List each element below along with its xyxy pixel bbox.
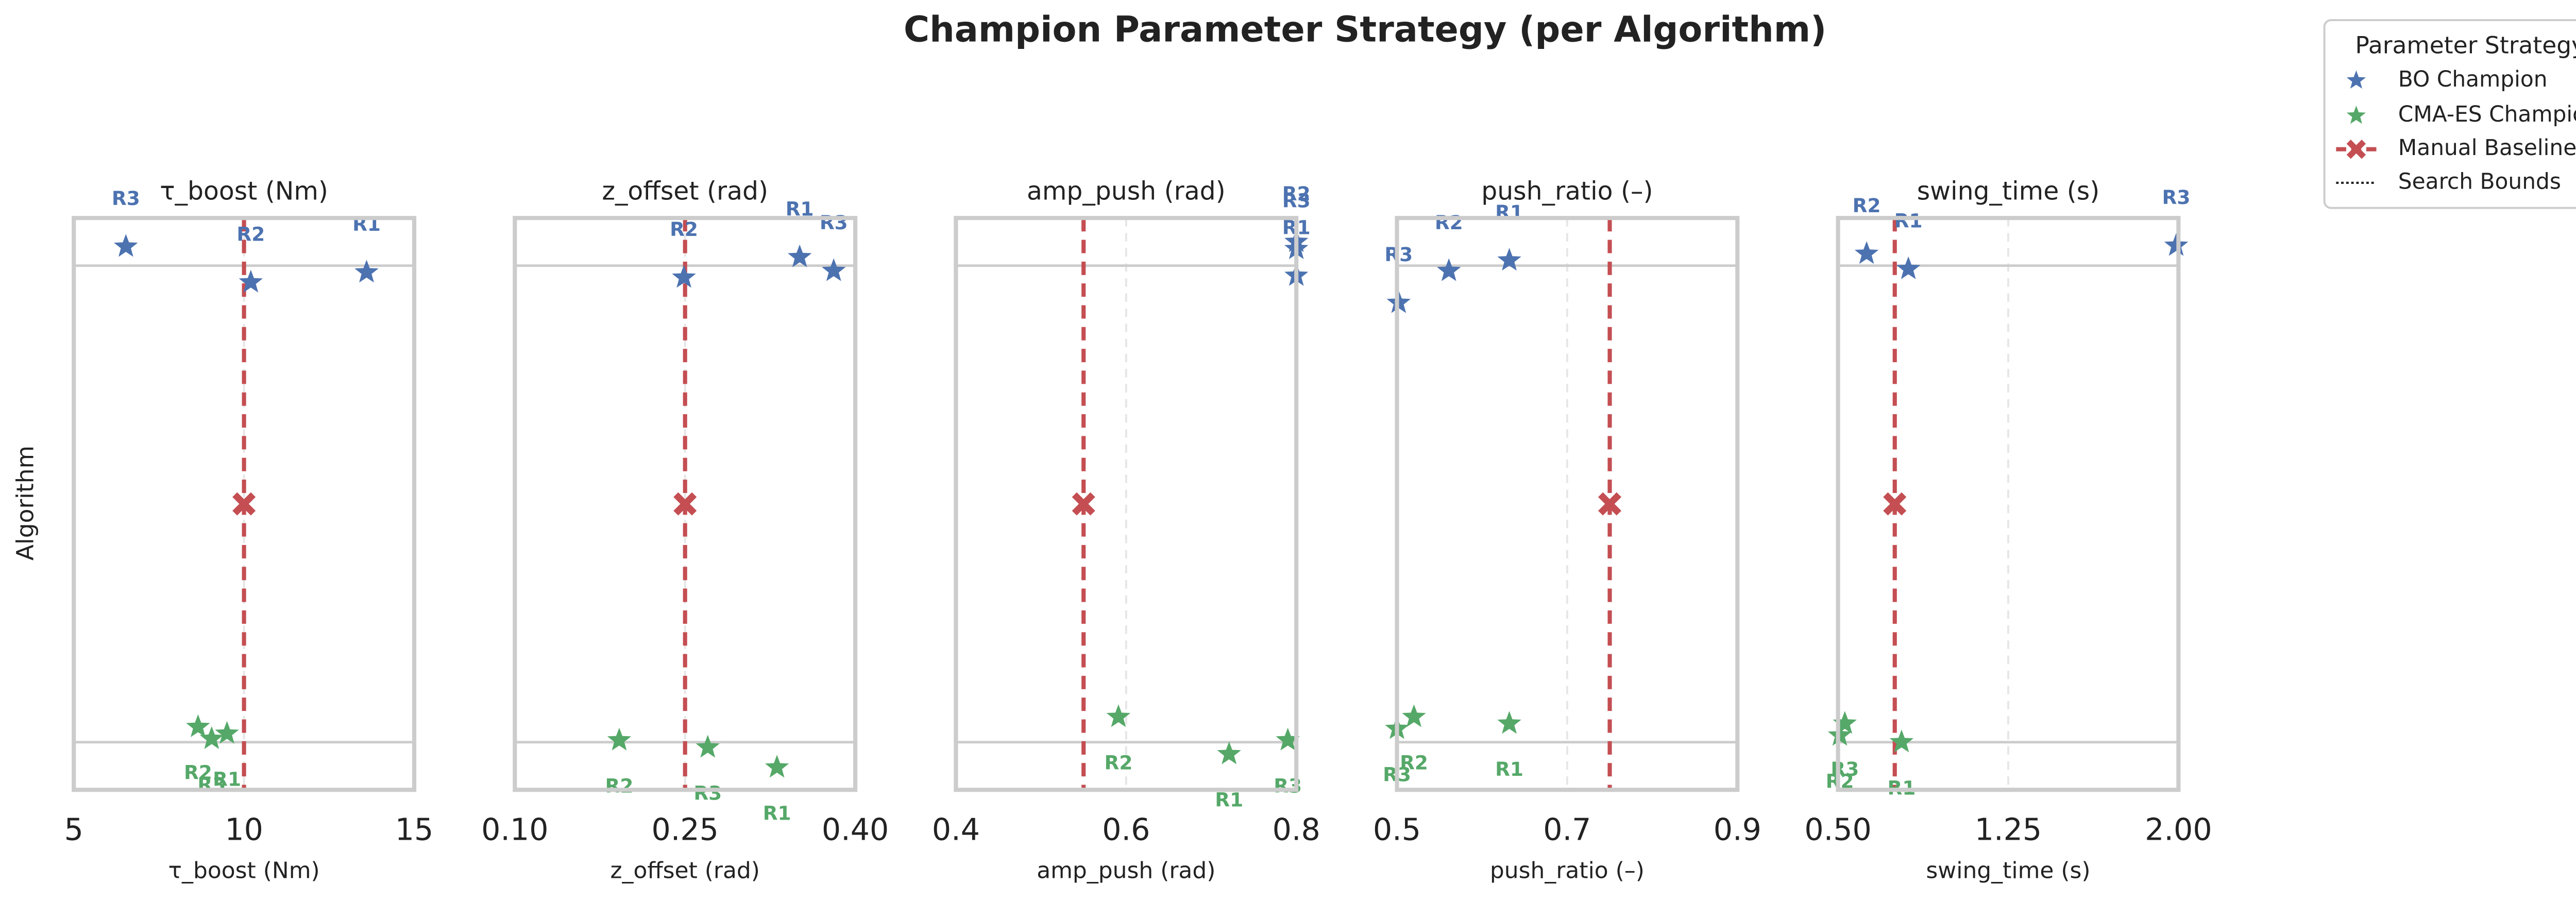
axes-frame — [72, 216, 417, 792]
champion-star — [1889, 729, 1914, 753]
legend-title: Parameter Strategy — [2355, 32, 2576, 59]
champion-star — [1437, 258, 1461, 281]
champion-star — [215, 721, 239, 744]
axes-frame — [1836, 216, 2181, 792]
champion-star — [787, 244, 812, 267]
legend-box — [2323, 19, 2576, 209]
legend-marker — [2346, 140, 2366, 159]
axes-frame — [1395, 216, 1740, 792]
x-tick-label: 1.25 — [1975, 812, 2042, 847]
baseline-marker — [232, 492, 256, 516]
champion-star — [765, 755, 789, 778]
champion-star — [1217, 741, 1241, 764]
baseline-marker-stroke — [1883, 492, 1907, 516]
axes-title: τ_boost (Nm) — [160, 176, 328, 206]
champion-star — [2164, 233, 2189, 256]
baseline-marker-stroke — [673, 492, 697, 516]
point-label: R2 — [184, 761, 212, 784]
baseline-marker — [1072, 492, 1095, 516]
axes-title: z_offset (rad) — [602, 176, 768, 206]
axes-title: amp_push (rad) — [1027, 176, 1226, 206]
legend-label: Manual Baseline — [2398, 135, 2576, 160]
axes-title: swing_time (s) — [1917, 176, 2100, 206]
axes-frame — [954, 216, 1299, 792]
x-axis-label: amp_push (rad) — [1037, 858, 1215, 884]
figure-title: Champion Parameter Strategy (per Algorit… — [904, 9, 1826, 50]
x-tick-label: 0.7 — [1543, 812, 1591, 847]
x-axis-label: z_offset (rad) — [610, 858, 759, 884]
champion-star — [822, 258, 846, 281]
baseline-marker-stroke — [232, 492, 256, 516]
x-tick-label: 0.9 — [1714, 812, 1761, 847]
point-label: R2 — [670, 218, 698, 241]
x-tick-label: 0.25 — [651, 812, 718, 847]
x-tick-label: 2.00 — [2145, 812, 2212, 847]
point-label: R3 — [820, 211, 848, 234]
champion-star — [696, 735, 720, 758]
axes-title: push_ratio (–) — [1481, 176, 1653, 206]
champion-star — [1106, 704, 1131, 727]
legend-marker — [2346, 70, 2366, 89]
legend-label: CMA-ES Champion — [2398, 101, 2576, 127]
champion-star — [1276, 727, 1300, 751]
x-tick-label: 0.10 — [481, 812, 548, 847]
point-label: R2 — [236, 223, 265, 245]
point-label: R2 — [1282, 182, 1311, 205]
champion-star — [354, 260, 379, 283]
champion-star — [1497, 248, 1521, 271]
champion-star — [1854, 241, 1879, 264]
point-label: R2 — [1435, 211, 1463, 234]
x-tick-label: 5 — [64, 812, 83, 847]
x-axis-label: τ_boost (Nm) — [168, 858, 320, 884]
x-tick-label: 0.40 — [822, 812, 889, 847]
champion-star — [1896, 256, 1921, 279]
champion-star — [607, 727, 632, 751]
x-tick-label: 0.6 — [1102, 812, 1150, 847]
point-label: R2 — [1400, 751, 1428, 774]
baseline-marker-stroke — [1072, 492, 1095, 516]
point-label: R3 — [2162, 186, 2191, 209]
point-label: R1 — [1215, 788, 1243, 811]
legend-marker — [2346, 106, 2366, 124]
champion-star — [186, 714, 210, 737]
champion-star — [1833, 711, 1857, 734]
baseline-marker — [1598, 492, 1621, 516]
x-axis-label: swing_time (s) — [1926, 858, 2090, 884]
baseline-marker — [673, 492, 697, 516]
x-tick-label: 0.8 — [1273, 812, 1320, 847]
point-label: R1 — [763, 802, 791, 824]
axes-frame — [513, 216, 858, 792]
baseline-marker — [1883, 492, 1907, 516]
x-tick-label: 10 — [225, 812, 263, 847]
point-label: R3 — [197, 773, 226, 796]
champion-star — [1402, 704, 1426, 727]
champion-star — [114, 234, 138, 257]
point-label: R2 — [605, 775, 634, 797]
x-tick-label: 0.4 — [932, 812, 980, 847]
y-axis-label: Algorithm — [12, 446, 39, 560]
x-axis-label: push_ratio (–) — [1490, 858, 1645, 884]
legend-label: Search Bounds — [2398, 168, 2561, 194]
champion-star — [672, 265, 696, 288]
point-label: R3 — [693, 781, 722, 804]
champion-star — [239, 269, 263, 293]
point-label: R3 — [112, 187, 140, 210]
x-tick-label: 0.50 — [1804, 812, 1871, 847]
x-tick-label: 15 — [395, 812, 434, 847]
point-label: R3 — [1282, 190, 1311, 212]
point-label: R1 — [1495, 758, 1523, 780]
point-label: R3 — [1831, 758, 1859, 780]
point-label: R2 — [1105, 751, 1133, 774]
x-tick-label: 0.5 — [1373, 812, 1421, 847]
legend-label: BO Champion — [2398, 66, 2548, 92]
baseline-marker-stroke — [1598, 492, 1621, 516]
point-label: R1 — [1894, 210, 1923, 232]
point-label: R1 — [213, 768, 241, 791]
champion-star — [199, 726, 224, 749]
champion-star — [1497, 711, 1521, 734]
point-label: R2 — [1853, 194, 1881, 217]
